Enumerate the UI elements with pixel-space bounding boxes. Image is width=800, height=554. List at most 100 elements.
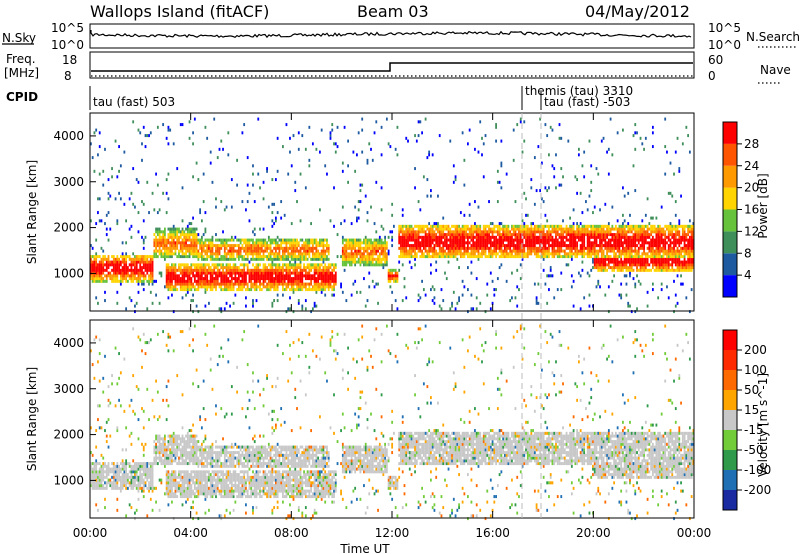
power-cell xyxy=(287,279,290,283)
power-cell xyxy=(479,244,482,248)
power-cell xyxy=(590,241,593,245)
power-cell xyxy=(232,266,235,270)
power-cell xyxy=(606,268,608,272)
power-cell xyxy=(472,235,475,239)
power-cell xyxy=(301,244,304,248)
power-cell xyxy=(363,249,365,253)
power-cell xyxy=(385,257,388,261)
power-cell xyxy=(581,227,584,231)
power-cell xyxy=(271,211,274,215)
power-cell xyxy=(197,252,200,256)
power-cell xyxy=(599,257,601,261)
power-cell xyxy=(243,274,246,278)
power-cell xyxy=(565,238,568,242)
power-cell xyxy=(627,249,630,253)
power-cell xyxy=(590,235,593,239)
power-cell xyxy=(208,246,210,250)
power-cell xyxy=(644,233,647,237)
power-cell xyxy=(451,252,453,256)
power-cell xyxy=(193,252,196,256)
power-cell xyxy=(181,296,184,300)
power-cell xyxy=(384,257,386,261)
power-cell xyxy=(229,238,231,242)
power-cell xyxy=(255,255,258,259)
power-cell xyxy=(630,227,633,231)
power-cell xyxy=(671,235,674,239)
power-cell xyxy=(454,233,457,237)
power-cell xyxy=(130,257,133,261)
power-cell xyxy=(585,227,587,231)
power-cell xyxy=(625,246,628,250)
power-cell xyxy=(623,241,626,245)
power-cell xyxy=(644,213,647,217)
power-cell xyxy=(95,277,98,281)
power-cell xyxy=(331,288,334,292)
power-cell xyxy=(604,266,607,270)
power-cell xyxy=(646,230,649,234)
power-cell xyxy=(498,241,501,245)
power-cell xyxy=(678,241,681,245)
power-cell xyxy=(303,255,305,259)
power-cell xyxy=(518,230,520,234)
power-cell xyxy=(424,233,427,237)
power-cell xyxy=(112,279,115,283)
power-cell xyxy=(239,282,242,286)
power-cell xyxy=(639,224,642,228)
power-cell xyxy=(505,255,508,259)
power-cell xyxy=(266,255,268,259)
power-cell xyxy=(599,227,601,231)
power-cell xyxy=(680,282,682,286)
power-cell xyxy=(380,252,383,256)
power-cell xyxy=(371,252,374,256)
power-cell xyxy=(597,257,600,261)
power-cell xyxy=(634,249,637,253)
power-cell xyxy=(405,136,408,140)
power-cell xyxy=(188,136,191,140)
power-cell xyxy=(172,268,175,272)
power-cell xyxy=(179,282,182,286)
power-cell xyxy=(611,153,614,157)
power-cell xyxy=(430,241,432,245)
power-cell xyxy=(475,307,478,311)
power-cell xyxy=(252,299,254,303)
power-cell xyxy=(644,224,647,228)
power-cell xyxy=(329,285,332,289)
power-cell xyxy=(412,233,415,237)
power-cell xyxy=(183,235,186,239)
power-cell xyxy=(634,227,637,231)
power-cell xyxy=(650,224,653,228)
power-cell xyxy=(378,241,381,245)
power-cell xyxy=(257,241,260,245)
power-cell xyxy=(629,213,631,217)
power-cell xyxy=(636,263,638,267)
power-cell xyxy=(250,238,253,242)
power-cell xyxy=(348,255,351,259)
power-cell xyxy=(326,241,328,245)
power-cell xyxy=(230,257,233,261)
power-cell xyxy=(493,235,496,239)
power-cell xyxy=(516,285,519,289)
power-cell xyxy=(560,233,563,237)
power-cell xyxy=(146,263,149,267)
power-cell xyxy=(326,277,328,281)
power-cell xyxy=(218,257,221,261)
power-cell xyxy=(676,266,679,270)
power-cell xyxy=(415,241,418,245)
power-cell xyxy=(556,249,559,253)
power-cell xyxy=(97,279,99,283)
power-cell xyxy=(245,238,247,242)
power-cell xyxy=(141,274,143,278)
power-cell xyxy=(629,260,631,264)
power-cell xyxy=(193,117,196,121)
power-cell xyxy=(319,274,321,278)
power-cell xyxy=(343,252,346,256)
power-cell xyxy=(687,252,690,256)
power-cell xyxy=(271,238,274,242)
power-cell xyxy=(119,277,122,281)
power-cell xyxy=(588,194,591,198)
power-cell xyxy=(481,238,483,242)
power-cell xyxy=(137,279,140,283)
power-cell xyxy=(683,227,686,231)
power-cell xyxy=(648,235,651,239)
